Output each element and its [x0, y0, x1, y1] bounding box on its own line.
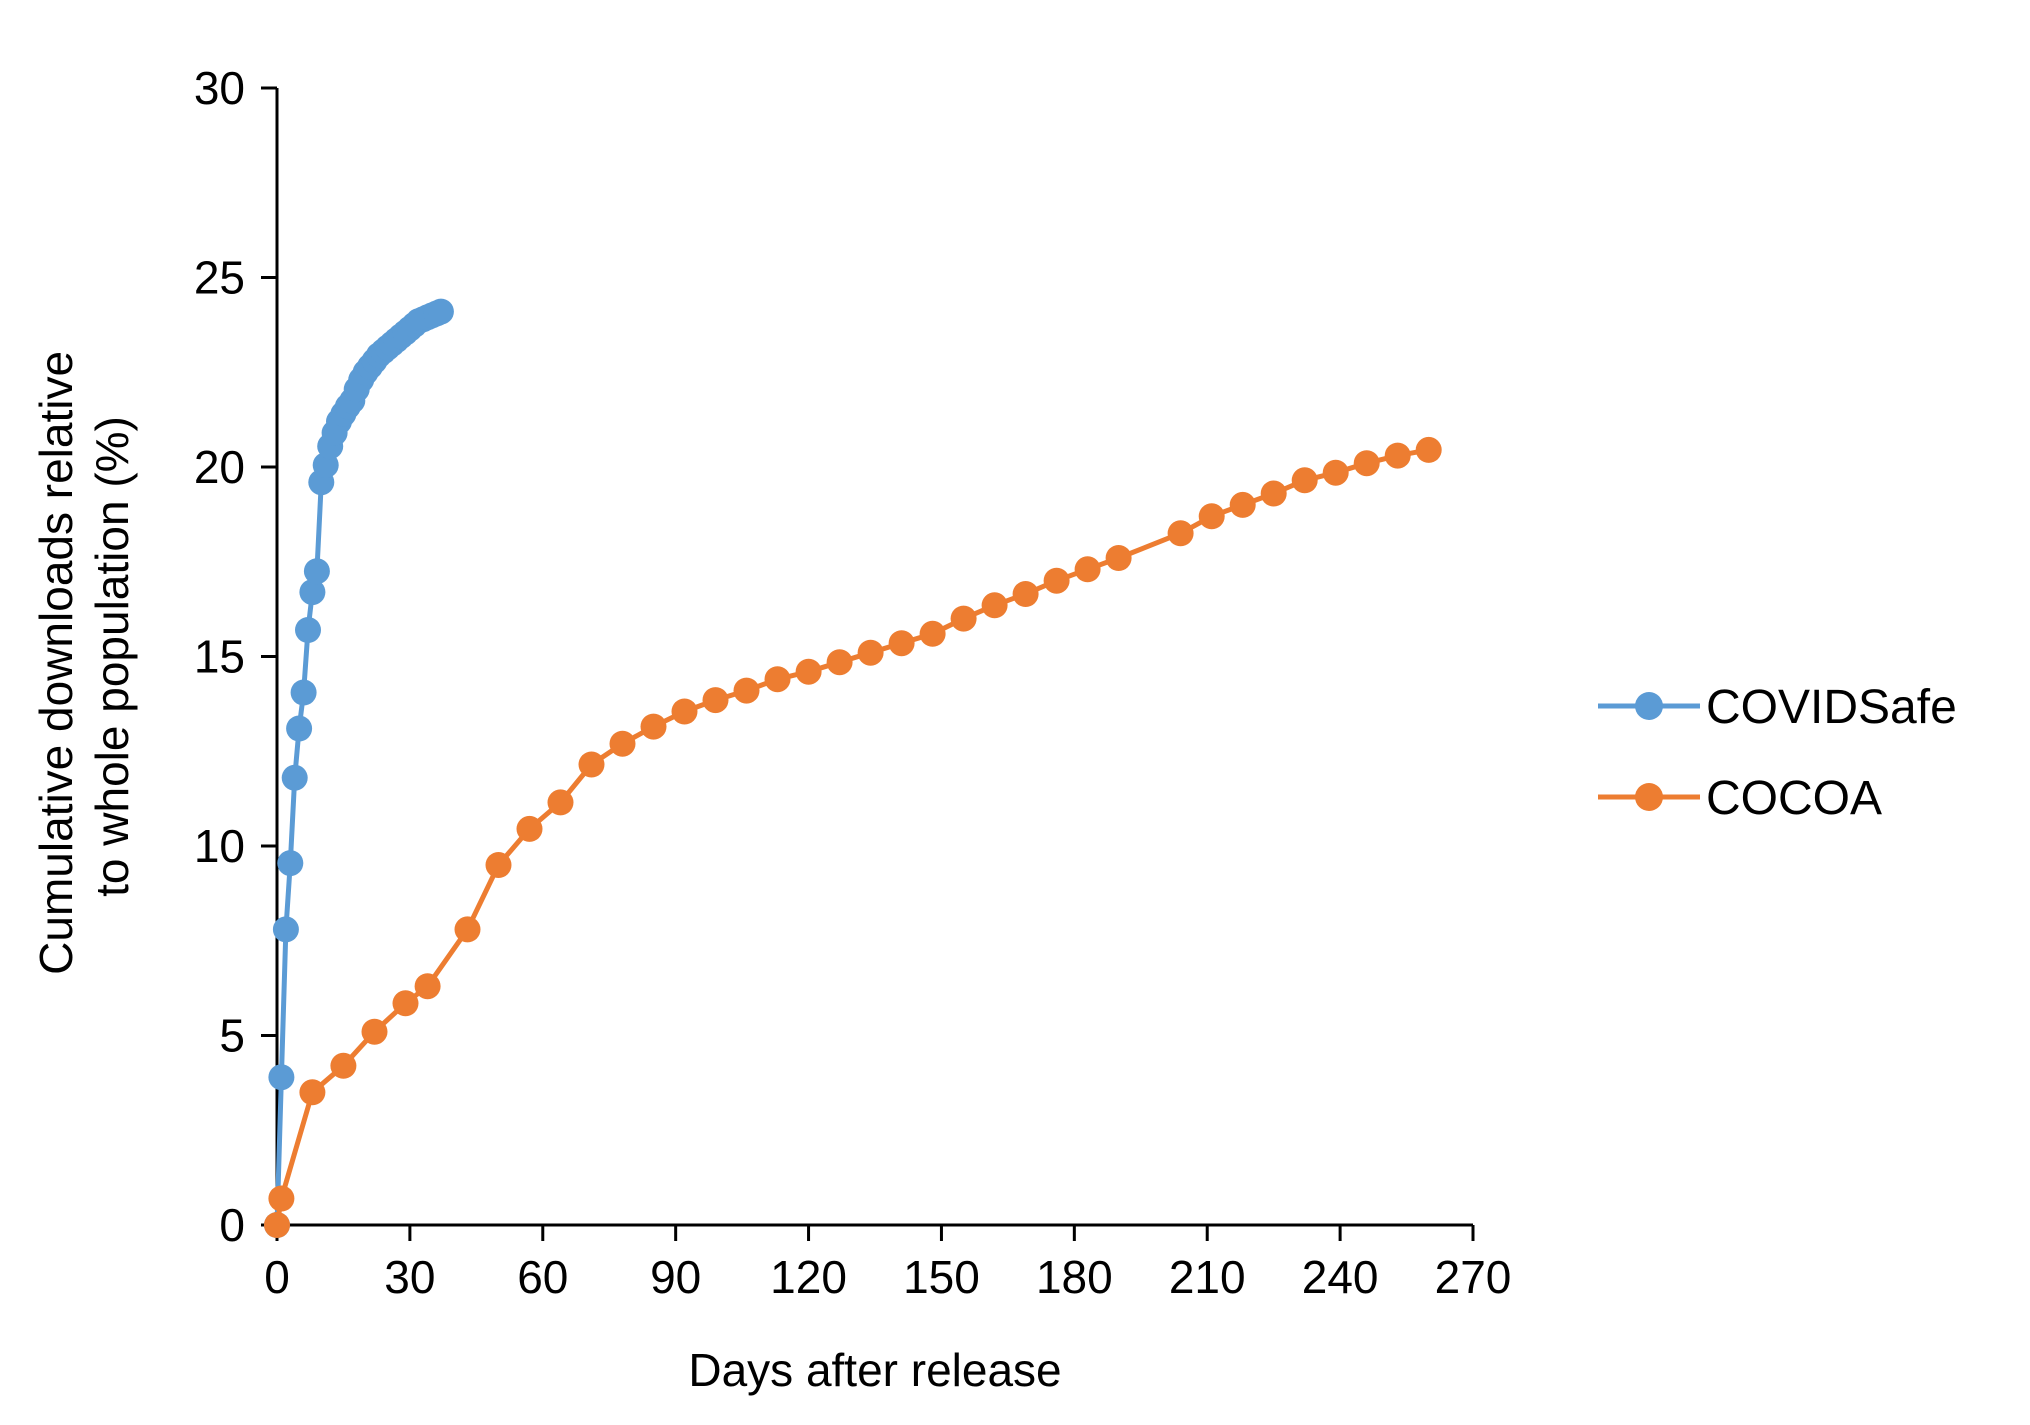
data-point-cocoa: [1043, 567, 1070, 594]
legend-label-covidsafe: COVIDSafe: [1706, 681, 1957, 734]
data-point-cocoa: [609, 730, 636, 757]
y-tick-label: 30: [194, 62, 245, 114]
data-point-cocoa: [919, 620, 946, 647]
series-covidsafe: [264, 298, 454, 1238]
data-point-cocoa: [857, 639, 884, 666]
x-tick-label: 60: [517, 1251, 568, 1303]
data-point-covidsafe: [427, 298, 454, 325]
y-tick-label: 5: [219, 1010, 245, 1062]
x-axis-title: Days after release: [688, 1344, 1061, 1396]
data-point-cocoa: [361, 1018, 388, 1045]
data-point-cocoa: [330, 1052, 357, 1079]
data-point-cocoa: [392, 990, 419, 1017]
y-tick-label: 25: [194, 252, 245, 304]
data-point-cocoa: [640, 713, 667, 740]
data-point-cocoa: [1384, 442, 1411, 469]
y-axis-title-line-1: Cumulative downloads relative: [30, 351, 82, 975]
legend-item-cocoa: COCOA: [1598, 772, 1882, 825]
data-point-cocoa: [1198, 503, 1225, 530]
data-point-cocoa: [950, 605, 977, 632]
data-point-cocoa: [1291, 467, 1318, 494]
data-point-covidsafe: [277, 850, 304, 877]
data-point-cocoa: [264, 1212, 290, 1238]
data-point-cocoa: [1167, 520, 1194, 547]
series-line-cocoa: [274, 447, 1430, 1226]
data-point-cocoa: [1353, 450, 1380, 477]
axes: 0 5 10 15 20 25 30 0 30 60 90 120 150 180 210 240 270: [194, 62, 1512, 1303]
x-axis-ticks: 0 30 60 90 120 150 180 210 240 270: [264, 1225, 1511, 1303]
data-point-cocoa: [547, 789, 574, 816]
y-tick-label: 15: [194, 631, 245, 683]
data-point-covidsafe: [290, 679, 317, 706]
data-point-cocoa: [1074, 556, 1101, 583]
x-tick-label: 30: [384, 1251, 435, 1303]
series-cocoa: [264, 436, 1442, 1238]
data-point-cocoa: [671, 698, 698, 725]
data-point-cocoa: [414, 973, 441, 1000]
x-tick-label: 0: [264, 1251, 290, 1303]
data-point-cocoa: [795, 658, 822, 685]
data-point-cocoa: [485, 852, 512, 878]
data-point-cocoa: [1012, 581, 1039, 607]
y-axis-title: Cumulative downloads relative to whole p…: [30, 338, 138, 975]
data-point-cocoa: [764, 666, 791, 693]
x-tick-label: 210: [1169, 1251, 1246, 1303]
data-point-cocoa: [578, 751, 605, 778]
data-point-cocoa: [268, 1185, 295, 1212]
x-tick-label: 90: [650, 1251, 701, 1303]
legend-item-covidsafe: COVIDSafe: [1598, 681, 1957, 734]
data-point-covidsafe: [286, 715, 313, 742]
y-axis-ticks: 0 5 10 15 20 25 30: [194, 62, 277, 1251]
data-point-cocoa: [1105, 545, 1132, 571]
data-point-covidsafe: [303, 558, 330, 585]
y-tick-label: 20: [194, 441, 245, 493]
legend: COVIDSafe COCOA: [1598, 681, 1957, 825]
y-axis-title-line-2: to whole population (%): [86, 416, 138, 897]
data-point-covidsafe: [295, 617, 321, 643]
data-point-cocoa: [516, 815, 543, 842]
data-point-cocoa: [1229, 491, 1256, 518]
data-point-covidsafe: [268, 1064, 295, 1091]
data-point-cocoa: [1322, 459, 1349, 486]
data-point-cocoa: [702, 687, 729, 714]
y-tick-label: 10: [194, 820, 245, 872]
data-point-covidsafe: [272, 916, 299, 943]
data-point-cocoa: [454, 916, 481, 943]
x-tick-label: 120: [770, 1251, 847, 1303]
data-point-cocoa: [299, 1079, 326, 1106]
data-point-cocoa: [981, 592, 1008, 619]
x-tick-label: 150: [903, 1251, 980, 1303]
data-point-covidsafe: [281, 764, 308, 791]
data-point-cocoa: [733, 677, 760, 704]
y-tick-label: 0: [219, 1199, 245, 1251]
x-tick-label: 270: [1435, 1251, 1512, 1303]
x-tick-label: 180: [1036, 1251, 1113, 1303]
plot-series: [264, 298, 1442, 1238]
legend-label-cocoa: COCOA: [1706, 772, 1882, 825]
legend-marker-cocoa: [1635, 783, 1663, 811]
data-point-cocoa: [1260, 480, 1287, 507]
data-point-cocoa: [826, 649, 853, 676]
data-point-covidsafe: [299, 579, 326, 606]
data-point-cocoa: [888, 630, 915, 657]
data-point-cocoa: [1415, 436, 1442, 463]
legend-marker-covidsafe: [1635, 692, 1663, 720]
x-tick-label: 240: [1302, 1251, 1379, 1303]
